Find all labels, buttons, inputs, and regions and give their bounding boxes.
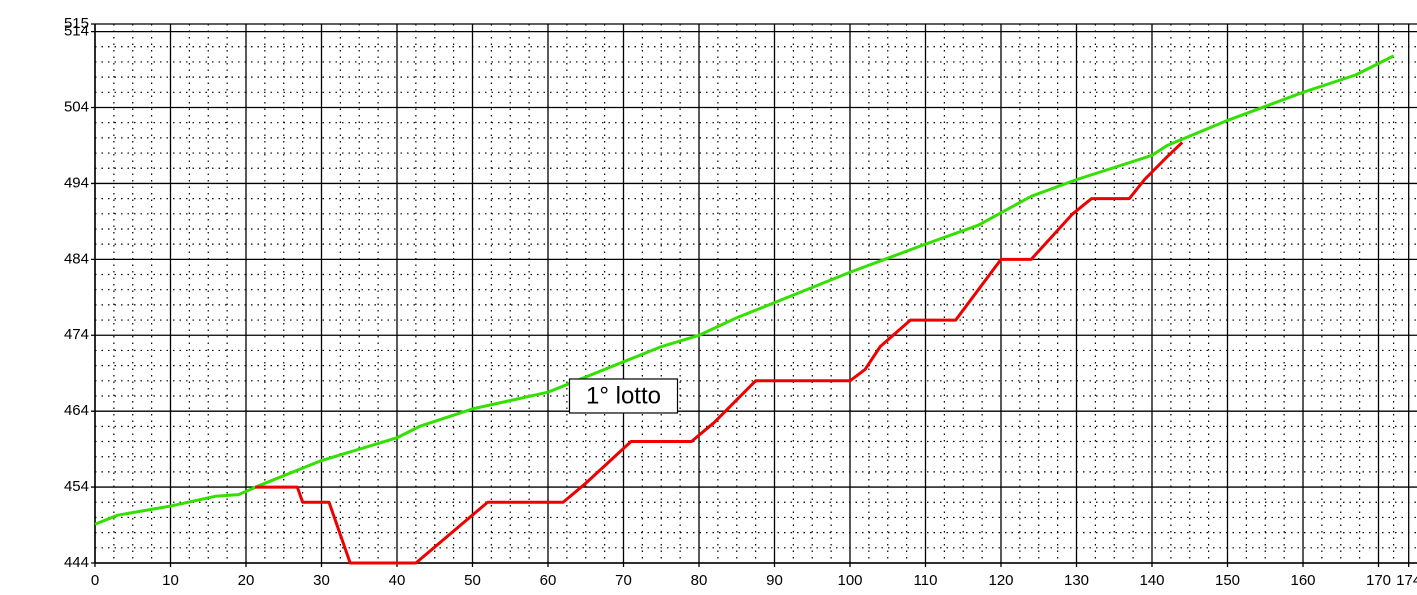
x-tick-label: 20 <box>238 572 255 589</box>
y-tick-label: 514 <box>64 23 89 40</box>
y-tick-label: 454 <box>64 478 89 495</box>
y-tick-label: 484 <box>64 250 89 267</box>
x-tick-label: 170 <box>1366 572 1391 589</box>
annotation-text: 1° lotto <box>586 382 661 409</box>
y-tick-label: 444 <box>64 554 89 571</box>
annotation-box <box>568 378 679 414</box>
y-tick-label: 464 <box>64 402 89 419</box>
x-tick-label: 90 <box>766 572 783 589</box>
x-tick-label: 70 <box>615 572 632 589</box>
x-tick-label: 130 <box>1064 572 1089 589</box>
x-tick-label: 150 <box>1215 572 1240 589</box>
x-tick-label: 120 <box>988 572 1013 589</box>
x-tick-label: 30 <box>313 572 330 589</box>
x-tick-label: 80 <box>691 572 708 589</box>
x-tick-label: 50 <box>464 572 481 589</box>
x-tick-label: 110 <box>914 572 938 589</box>
x-tick-label: 100 <box>837 572 862 589</box>
x-tick-label: 0 <box>91 572 99 589</box>
y-tick-label: 494 <box>64 174 89 191</box>
y-tick-label: 474 <box>64 326 89 343</box>
y-tick-label: 504 <box>64 98 89 115</box>
x-tick-label: 10 <box>162 572 179 589</box>
x-tick-label: 160 <box>1290 572 1315 589</box>
annotation: 1° lotto <box>568 378 679 414</box>
x-tick-label: 174 <box>1396 572 1417 589</box>
y-tick-label: 515 <box>64 15 89 32</box>
x-tick-label: 60 <box>540 572 557 589</box>
x-tick-label: 40 <box>389 572 406 589</box>
x-tick-label: 140 <box>1139 572 1164 589</box>
series-line <box>255 141 1184 565</box>
series-line <box>94 54 1395 526</box>
